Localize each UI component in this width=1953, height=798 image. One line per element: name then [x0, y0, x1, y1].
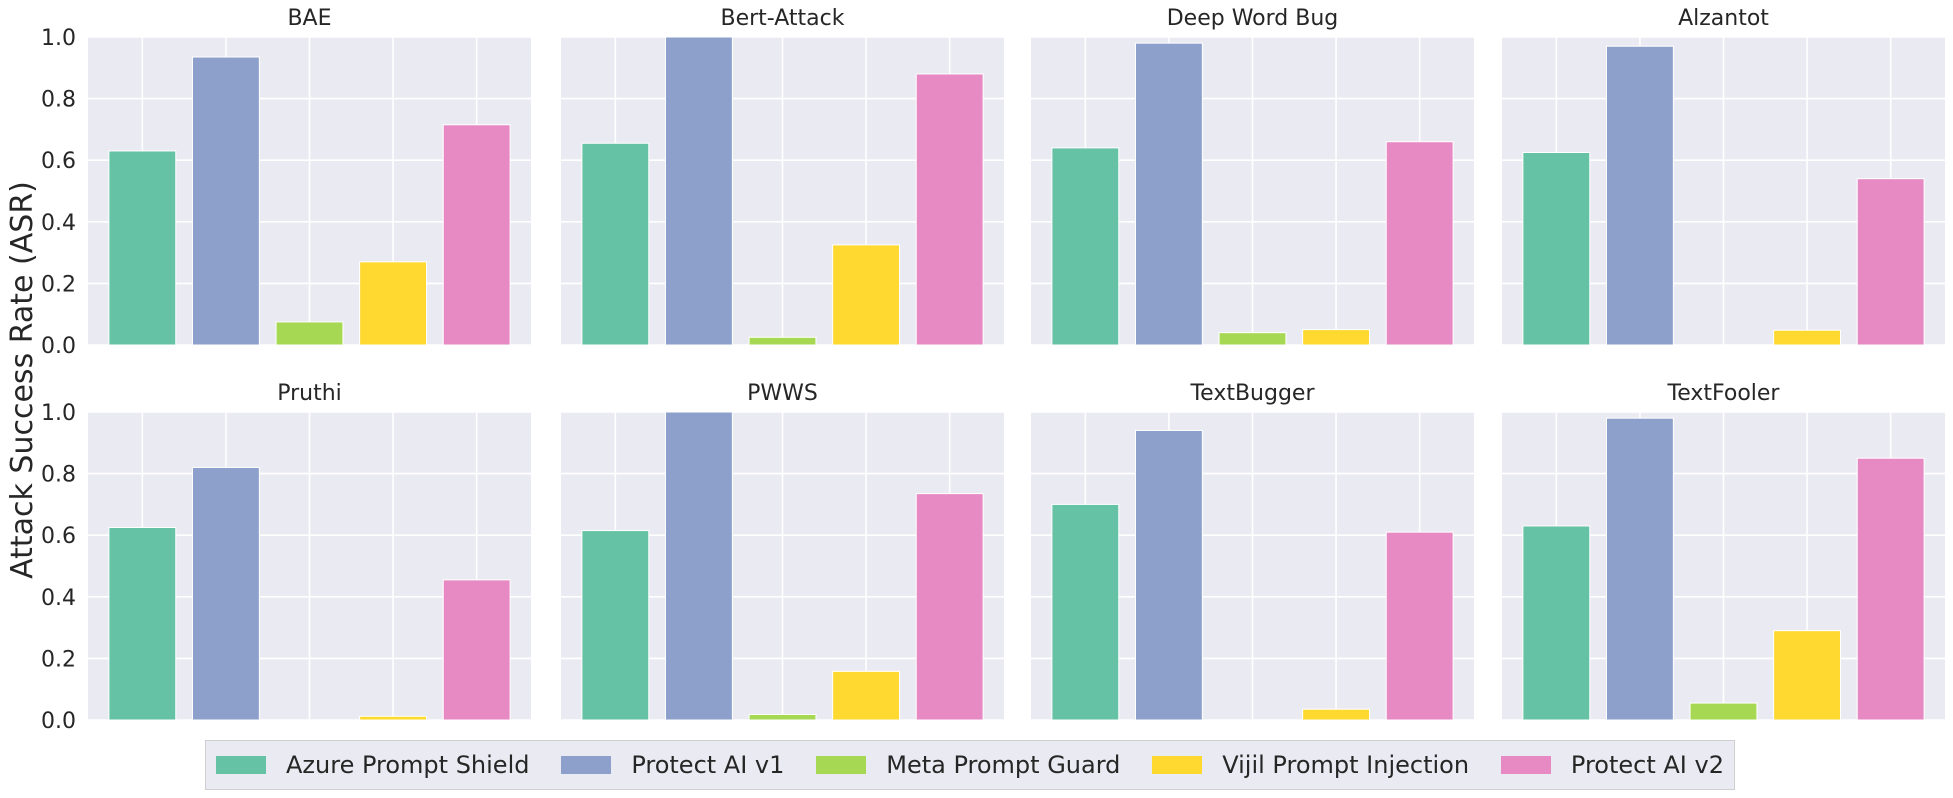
bar-protect-ai-v1: [1134, 429, 1203, 721]
legend-label: Protect AI v2: [1570, 751, 1724, 779]
legend-item-vijil-prompt-injection: Vijil Prompt Injection: [1152, 751, 1469, 779]
legend-swatch-vijil: [1152, 756, 1203, 774]
y-tick-label: 0.4: [41, 586, 76, 611]
bar-protect-ai-v1: [1134, 42, 1203, 346]
bar-protect-ai-v1: [191, 56, 260, 346]
subplot-deep-word-bug: Deep Word Bug: [1031, 6, 1474, 346]
subplot-bert-attack: Bert-Attack: [561, 6, 1004, 346]
y-tick-label: 0.2: [41, 647, 76, 672]
legend-item-azure-prompt-shield: Azure Prompt Shield: [216, 751, 529, 779]
bar-vijil-prompt-injection: [832, 244, 901, 346]
bar-vijil-prompt-injection: [1773, 630, 1842, 721]
bar-azure-prompt-shield: [108, 150, 177, 346]
bar-protect-ai-v1: [1605, 417, 1674, 721]
bar-azure-prompt-shield: [1522, 525, 1591, 721]
bar-vijil-prompt-injection: [1302, 708, 1371, 721]
bar-protect-ai-v1: [664, 411, 733, 721]
y-tick-label: 0.6: [41, 149, 76, 174]
subplot-alzantot: Alzantot: [1502, 6, 1945, 346]
bar-protect-ai-v1: [664, 36, 733, 346]
bar-meta-prompt-guard: [1689, 702, 1758, 721]
bar-azure-prompt-shield: [108, 527, 177, 721]
subplot-textfooler: TextFooler: [1502, 381, 1945, 721]
bar-protect-ai-v2: [442, 579, 511, 721]
bar-protect-ai-v2: [1856, 457, 1925, 721]
legend-item-protect-ai-v2: Protect AI v2: [1500, 751, 1724, 779]
legend-swatch-azure: [216, 756, 266, 774]
bar-protect-ai-v2: [915, 73, 984, 346]
bar-protect-ai-v1: [191, 466, 260, 721]
y-axis-label: Attack Success Rate (ASR): [5, 181, 40, 579]
bar-meta-prompt-guard: [748, 336, 817, 346]
bar-azure-prompt-shield: [581, 142, 650, 346]
bar-protect-ai-v2: [1385, 531, 1454, 721]
legend-item-protect-ai-v1: Protect AI v1: [561, 751, 784, 779]
chart-canvas: BAE 0.0 0.2 0.4 0.6 0.8 1.0 Bert-Attack Deep Wor…: [5, 6, 1945, 734]
subplot-pwws: PWWS: [561, 381, 1004, 721]
legend-label: Meta Prompt Guard: [886, 751, 1121, 779]
bar-protect-ai-v2: [1385, 141, 1454, 346]
bar-azure-prompt-shield: [1051, 147, 1120, 346]
legend-item-meta-prompt-guard: Meta Prompt Guard: [816, 751, 1120, 779]
bar-vijil-prompt-injection: [359, 261, 428, 346]
bar-vijil-prompt-injection: [1302, 329, 1371, 346]
y-tick-label: 0.6: [41, 524, 76, 549]
subplot-title: Deep Word Bug: [1167, 6, 1339, 31]
y-tick-label: 0.0: [41, 334, 76, 359]
legend-label: Vijil Prompt Injection: [1222, 751, 1470, 779]
subplot-title: Alzantot: [1678, 6, 1769, 31]
subplot-title: Pruthi: [277, 381, 342, 406]
legend-swatch-protect-v1: [561, 756, 612, 774]
legend: Azure Prompt Shield Protect AI v1 Meta P…: [205, 740, 1735, 790]
bar-vijil-prompt-injection: [359, 715, 428, 721]
y-tick-label: 0.4: [41, 211, 76, 236]
legend-swatch-protect-v2: [1500, 756, 1551, 774]
legend-label: Protect AI v1: [631, 751, 785, 779]
y-tick-label: 0.2: [41, 272, 76, 297]
subplot-pruthi: Pruthi 0.0 0.2 0.4 0.6 0.8 1.0: [41, 381, 531, 734]
subplot-title: BAE: [287, 6, 331, 31]
subplot-title: PWWS: [747, 381, 818, 406]
y-tick-label: 1.0: [41, 401, 76, 426]
subplot-textbugger: TextBugger: [1031, 381, 1474, 721]
bar-meta-prompt-guard: [275, 321, 344, 346]
bar-protect-ai-v2: [915, 493, 984, 721]
y-tick-label: 1.0: [41, 26, 76, 51]
bar-protect-ai-v2: [1856, 178, 1925, 346]
bar-meta-prompt-guard: [1218, 332, 1287, 346]
subplot-title: TextFooler: [1667, 381, 1781, 406]
y-tick-label: 0.0: [41, 709, 76, 734]
bar-azure-prompt-shield: [1522, 152, 1591, 346]
subplot-title: Bert-Attack: [721, 6, 845, 31]
subplot-bae: BAE 0.0 0.2 0.4 0.6 0.8 1.0: [41, 6, 531, 359]
bar-azure-prompt-shield: [1051, 503, 1120, 721]
legend-label: Azure Prompt Shield: [286, 751, 530, 779]
bar-protect-ai-v2: [442, 124, 511, 346]
bar-protect-ai-v1: [1605, 45, 1674, 346]
subplot-title: TextBugger: [1189, 381, 1315, 406]
bar-meta-prompt-guard: [748, 713, 817, 721]
bar-vijil-prompt-injection: [1773, 329, 1842, 346]
bar-azure-prompt-shield: [581, 530, 650, 721]
legend-swatch-meta: [816, 756, 867, 774]
y-tick-label: 0.8: [41, 88, 76, 113]
y-tick-label: 0.8: [41, 463, 76, 488]
bar-vijil-prompt-injection: [832, 670, 901, 721]
